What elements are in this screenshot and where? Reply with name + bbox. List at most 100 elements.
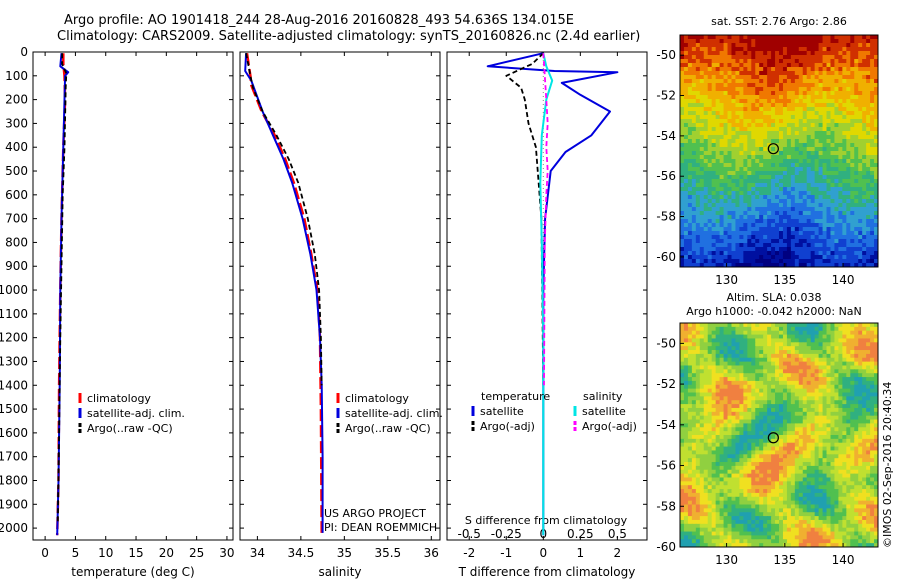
sst-map-cell — [790, 215, 796, 220]
sst-map-cell — [802, 103, 808, 108]
sst-map-cell — [858, 55, 863, 60]
sst-map-cell — [814, 115, 820, 120]
sst-map-cell — [779, 123, 784, 128]
sst-map-cell — [794, 215, 800, 220]
sst-map-cell — [711, 187, 717, 192]
sla-map-cell — [680, 415, 685, 421]
sst-map-cell — [739, 51, 744, 56]
sla-map-cell — [834, 415, 839, 421]
sla-map-cell — [779, 330, 784, 336]
sst-map-cell — [838, 151, 843, 156]
sla-map-cell — [786, 369, 792, 374]
sla-map-cell — [747, 427, 752, 432]
sla-map-cell — [870, 438, 875, 444]
sst-map-cell — [695, 55, 701, 60]
sst-map-cell — [771, 43, 776, 48]
sst-map-cell — [866, 95, 871, 100]
sla-map-cell — [858, 450, 863, 455]
sst-map-cell — [862, 79, 867, 84]
sst-map-cell — [858, 143, 863, 148]
sst-map-cell — [731, 55, 737, 60]
sst-map-cell — [767, 255, 772, 260]
sst-map-cell — [802, 123, 808, 128]
sst-map-cell — [747, 239, 752, 244]
sla-map-cell — [838, 373, 843, 378]
sst-map-cell — [707, 59, 713, 64]
sla-map-cell — [810, 346, 816, 351]
sst-map-cell — [715, 255, 721, 260]
sla-map-cell — [794, 404, 800, 409]
sst-map-cell — [810, 211, 816, 216]
sla-map-cell — [806, 330, 812, 336]
sla-map-cell — [739, 442, 744, 448]
sst-map-cell — [798, 159, 804, 164]
sst-map-cell — [755, 71, 760, 76]
sst-map-cell — [818, 55, 824, 60]
sst-map-cell — [806, 191, 812, 196]
sst-map-cell — [818, 239, 824, 244]
sst-map-cell — [759, 71, 764, 76]
sst-map-cell — [794, 243, 800, 248]
sla-map-cell — [759, 446, 764, 452]
sst-map-cell — [735, 223, 740, 228]
sst-map-cell — [727, 231, 733, 236]
sst-map-cell — [870, 255, 875, 260]
sst-map-cell — [862, 119, 867, 124]
sst-map-cell — [826, 119, 832, 124]
sst-map-cell — [703, 95, 709, 100]
sst-map-cell — [826, 207, 832, 212]
sst-map-cell — [763, 151, 768, 156]
sla-map-cell — [802, 431, 808, 436]
sst-map-cell — [858, 187, 863, 192]
sst-map-cell — [858, 79, 863, 84]
sst-map-cell — [779, 159, 784, 164]
sla-map-cell — [680, 419, 685, 425]
sst-map-cell — [782, 135, 788, 140]
sla-map-cell — [838, 338, 843, 343]
sst-map-cell — [711, 211, 717, 216]
sst-map-cell — [763, 83, 768, 88]
sst-map-cell — [771, 219, 776, 224]
sla-map-cell — [739, 330, 744, 336]
sst-map-cell — [838, 59, 843, 64]
sst-map-cell — [790, 87, 796, 92]
sla-map-cell — [779, 384, 784, 390]
sst-map-cell — [834, 99, 839, 104]
sla-map-cell — [703, 326, 709, 332]
sst-map-cell — [767, 263, 772, 267]
sst-map-cell — [814, 135, 820, 140]
sla-map-cell — [866, 431, 871, 436]
sla-map-cell — [711, 342, 717, 347]
sst-map-cell — [703, 67, 709, 72]
sst-map-cell — [683, 51, 689, 56]
sst-map-cell — [767, 155, 772, 160]
sst-map-cell — [850, 59, 855, 64]
sla-map-cell — [782, 415, 788, 421]
sst-map-cell — [747, 183, 752, 188]
sla-map-cell — [834, 404, 839, 409]
sst-map-cell — [806, 259, 812, 264]
sla-map-cell — [775, 369, 780, 374]
sst-map-cell — [790, 203, 796, 208]
sst-map-cell — [711, 79, 717, 84]
sla-map-cell — [874, 373, 878, 378]
sla-map-cell — [735, 415, 740, 421]
sla-map-cell — [763, 377, 768, 382]
sst-map-cell — [814, 151, 820, 156]
sla-map-cell — [687, 396, 693, 401]
sst-map-cell — [731, 99, 737, 104]
sla-map-cell — [763, 357, 768, 363]
sla-map-cell — [854, 400, 859, 405]
sst-map-cell — [751, 75, 756, 80]
sst-map-cell — [779, 247, 784, 252]
sst-map-cell — [794, 111, 800, 116]
sla-map-cell — [703, 435, 709, 440]
sst-map-cell — [727, 111, 733, 116]
sst-map-cell — [715, 59, 721, 64]
sst-map-cell — [834, 95, 839, 100]
sst-map-cell — [755, 163, 760, 168]
sla-map-cell — [727, 450, 733, 455]
sst-map-cell — [842, 227, 847, 232]
sla-map-cell — [854, 396, 859, 401]
sst-map-cell — [775, 211, 780, 216]
